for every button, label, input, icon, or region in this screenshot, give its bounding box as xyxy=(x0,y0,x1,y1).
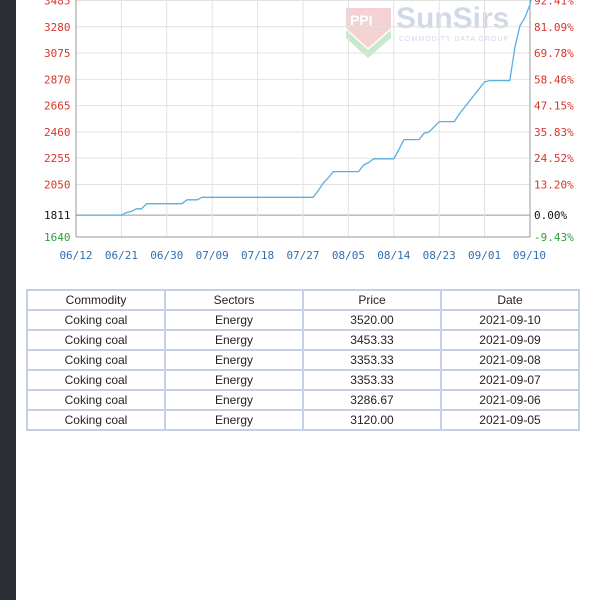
table-row: Coking coal Energy 3353.33 2021-09-07 xyxy=(26,369,580,391)
x-tick: 08/23 xyxy=(423,249,456,262)
table-header-row: Commodity Sectors Price Date xyxy=(26,289,580,311)
cell-commodity: Coking coal xyxy=(26,309,166,331)
y-tick-right: 92.41% xyxy=(534,0,574,7)
table-row: Coking coal Energy 3520.00 2021-09-10 xyxy=(26,309,580,331)
header-price: Price xyxy=(302,289,442,311)
price-line xyxy=(76,0,532,216)
price-table: Commodity Sectors Price Date Coking coal… xyxy=(26,289,580,431)
price-chart: PPI SunSirs COMMODITY DATA GROUP 3485 328… xyxy=(44,0,574,262)
cell-date: 2021-09-05 xyxy=(440,409,580,431)
y-tick-left: 1811 xyxy=(44,209,71,222)
y-tick-right: 24.52% xyxy=(534,152,574,165)
cell-price: 3453.33 xyxy=(302,329,442,351)
header-date: Date xyxy=(440,289,580,311)
cell-sector: Energy xyxy=(164,309,304,331)
cell-commodity: Coking coal xyxy=(26,349,166,371)
y-tick-left: 2050 xyxy=(44,178,71,191)
cell-price: 3286.67 xyxy=(302,389,442,411)
cell-commodity: Coking coal xyxy=(26,369,166,391)
y-tick-right: -9.43% xyxy=(534,231,574,244)
cell-commodity: Coking coal xyxy=(26,329,166,351)
cell-price: 3353.33 xyxy=(302,369,442,391)
y-tick-left: 3485 xyxy=(44,0,71,7)
table-row: Coking coal Energy 3353.33 2021-09-08 xyxy=(26,349,580,371)
cell-date: 2021-09-10 xyxy=(440,309,580,331)
x-tick: 08/05 xyxy=(332,249,365,262)
cell-commodity: Coking coal xyxy=(26,389,166,411)
chart-grid xyxy=(75,0,531,238)
y-tick-left: 1640 xyxy=(44,231,71,244)
x-tick: 06/30 xyxy=(150,249,183,262)
cell-commodity: Coking coal xyxy=(26,409,166,431)
y-tick-left: 3075 xyxy=(44,47,71,60)
y-tick-left: 2870 xyxy=(44,73,71,86)
y-tick-right: 13.20% xyxy=(534,178,574,191)
y-tick-right: 47.15% xyxy=(534,100,574,113)
table-row: Coking coal Energy 3286.67 2021-09-06 xyxy=(26,389,580,411)
y-tick-left: 2460 xyxy=(44,126,71,139)
cell-date: 2021-09-09 xyxy=(440,329,580,351)
cell-date: 2021-09-07 xyxy=(440,369,580,391)
sunsirs-logo-icon: PPI xyxy=(346,8,391,58)
header-commodity: Commodity xyxy=(26,289,166,311)
watermark: PPI SunSirs COMMODITY DATA GROUP xyxy=(346,2,509,58)
y-tick-right: 0.00% xyxy=(534,209,567,222)
y-tick-right: 69.78% xyxy=(534,47,574,60)
cell-price: 3520.00 xyxy=(302,309,442,331)
x-tick: 07/18 xyxy=(241,249,274,262)
x-tick: 06/12 xyxy=(59,249,92,262)
cell-date: 2021-09-06 xyxy=(440,389,580,411)
cell-price: 3120.00 xyxy=(302,409,442,431)
header-sectors: Sectors xyxy=(164,289,304,311)
y-tick-right: 58.46% xyxy=(534,73,574,86)
table-row: Coking coal Energy 3453.33 2021-09-09 xyxy=(26,329,580,351)
logo-letters: PPI xyxy=(350,12,373,28)
y-tick-right: 35.83% xyxy=(534,126,574,139)
y-tick-left: 3280 xyxy=(44,21,71,34)
y-tick-left: 2665 xyxy=(44,100,71,113)
cell-sector: Energy xyxy=(164,409,304,431)
content-card: PPI SunSirs COMMODITY DATA GROUP 3485 328… xyxy=(16,0,600,600)
x-tick: 08/14 xyxy=(377,249,410,262)
x-axis: 06/12 06/21 06/30 07/09 07/18 07/27 08/05 08/14… xyxy=(59,249,546,262)
y-tick-left: 2255 xyxy=(44,152,71,165)
cell-date: 2021-09-08 xyxy=(440,349,580,371)
cell-sector: Energy xyxy=(164,389,304,411)
x-tick: 07/09 xyxy=(196,249,229,262)
watermark-brand: SunSirs xyxy=(396,2,509,35)
y-axis-left: 3485 3280 3075 2870 2665 2460 2255 2050 1811 1640 xyxy=(44,0,71,244)
watermark-tagline: COMMODITY DATA GROUP xyxy=(399,36,509,43)
table-row: Coking coal Energy 3120.00 2021-09-05 xyxy=(26,409,580,431)
cell-price: 3353.33 xyxy=(302,349,442,371)
cell-sector: Energy xyxy=(164,329,304,351)
y-tick-right: 81.09% xyxy=(534,21,574,34)
x-tick: 09/10 xyxy=(513,249,546,262)
x-tick: 07/27 xyxy=(286,249,319,262)
cell-sector: Energy xyxy=(164,369,304,391)
y-axis-right: 92.41% 81.09% 69.78% 58.46% 47.15% 35.83% 24.5… xyxy=(534,0,574,244)
cell-sector: Energy xyxy=(164,349,304,371)
x-tick: 06/21 xyxy=(105,249,138,262)
x-tick: 09/01 xyxy=(468,249,501,262)
